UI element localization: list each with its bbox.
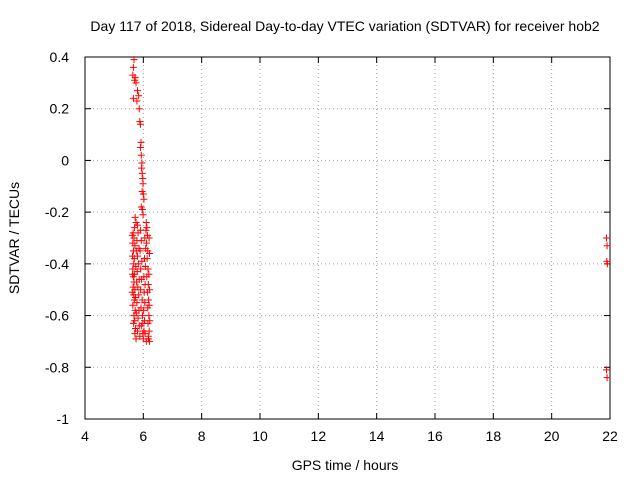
- data-point: [133, 299, 141, 307]
- data-point: [131, 74, 139, 82]
- x-tick-label: 4: [81, 428, 89, 444]
- data-point: [145, 296, 153, 304]
- data-point: [138, 169, 146, 177]
- chart-title: Day 117 of 2018, Sidereal Day-to-day VTE…: [90, 18, 599, 34]
- data-point: [133, 278, 141, 286]
- y-tick-label: -0.8: [45, 359, 69, 375]
- data-point: [603, 234, 610, 242]
- data-point: [141, 330, 149, 338]
- x-tick-label: 12: [311, 428, 327, 444]
- data-point: [143, 224, 151, 232]
- data-point: [145, 301, 153, 309]
- y-tick-label: -1: [57, 411, 70, 427]
- data-point: [132, 247, 140, 255]
- data-point: [134, 327, 141, 335]
- data-point: [128, 288, 136, 296]
- data-point: [134, 87, 141, 95]
- data-point: [136, 120, 144, 128]
- data-point: [603, 366, 610, 374]
- data-point: [603, 242, 611, 250]
- x-tick-label: 20: [544, 428, 560, 444]
- data-point: [137, 151, 145, 159]
- data-point: [139, 319, 147, 327]
- data-point: [145, 286, 153, 294]
- y-tick-label: 0.2: [50, 101, 70, 117]
- data-point: [132, 79, 140, 87]
- data-point: [139, 211, 147, 219]
- data-point: [134, 221, 141, 229]
- x-tick-label: 8: [198, 428, 206, 444]
- data-point: [131, 242, 139, 250]
- x-tick-label: 14: [369, 428, 385, 444]
- x-tick-label: 22: [602, 428, 618, 444]
- data-point: [129, 301, 137, 309]
- data-point: [133, 268, 141, 276]
- data-point: [139, 180, 147, 188]
- data-point: [136, 286, 144, 294]
- data-point: [143, 239, 151, 247]
- y-tick-label: -0.4: [45, 256, 69, 272]
- data-point: [145, 270, 153, 278]
- data-point: [145, 250, 153, 258]
- x-tick-label: 10: [252, 428, 268, 444]
- data-point: [130, 56, 138, 64]
- data-point: [144, 265, 152, 273]
- data-point: [142, 218, 150, 226]
- data-point: [128, 231, 136, 239]
- data-point: [142, 337, 150, 345]
- data-point: [137, 138, 145, 146]
- data-point: [129, 270, 137, 278]
- data-point: [129, 319, 137, 327]
- data-point: [145, 327, 153, 335]
- data-point: [141, 299, 149, 307]
- grid-lines: [85, 57, 610, 419]
- y-axis-title: SDTVAR / TECUs: [6, 182, 22, 294]
- data-point: [146, 317, 154, 325]
- data-point: [138, 206, 146, 214]
- x-tick-label: 6: [139, 428, 147, 444]
- data-point: [134, 252, 141, 260]
- data-point: [139, 190, 147, 198]
- data-point: [132, 309, 140, 317]
- data-point: [133, 97, 141, 105]
- x-tick-label: 16: [427, 428, 443, 444]
- data-point: [134, 314, 142, 322]
- y-tick-label: 0.4: [50, 49, 70, 65]
- data-point: [138, 164, 146, 172]
- data-point: [603, 374, 611, 382]
- x-tick-label: 18: [486, 428, 502, 444]
- data-point: [143, 255, 151, 263]
- y-tick-label: -0.2: [45, 204, 69, 220]
- data-point: [136, 144, 144, 151]
- data-point: [140, 306, 148, 314]
- x-axis-title: GPS time / hours: [292, 457, 399, 473]
- y-tick-label: -0.6: [45, 308, 69, 324]
- data-point: [145, 312, 153, 320]
- data-point: [135, 92, 143, 100]
- y-tick-label: 0: [61, 152, 69, 168]
- data-point: [144, 281, 152, 289]
- data-point: [138, 312, 146, 320]
- data-point: [132, 335, 140, 343]
- data-point: [132, 262, 140, 270]
- data-points: [128, 56, 611, 382]
- data-point: [135, 105, 143, 113]
- data-point: [137, 265, 145, 273]
- x-tick-labels: 4 6 8 10 12 14 16 18 20 22: [81, 428, 618, 444]
- y-tick-labels: 0.4 0.2 0 -0.2 -0.4 -0.6 -0.8 -1: [45, 49, 69, 427]
- data-point: [131, 293, 139, 301]
- data-point: [145, 234, 153, 242]
- data-point: [140, 195, 148, 203]
- data-point: [603, 260, 611, 268]
- data-point: [131, 213, 139, 221]
- data-point: [129, 63, 137, 71]
